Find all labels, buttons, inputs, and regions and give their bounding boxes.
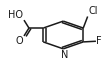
- Text: Cl: Cl: [88, 6, 98, 16]
- Text: O: O: [16, 36, 23, 46]
- Text: N: N: [61, 50, 68, 60]
- Text: F: F: [96, 36, 102, 46]
- Text: HO: HO: [8, 10, 23, 20]
